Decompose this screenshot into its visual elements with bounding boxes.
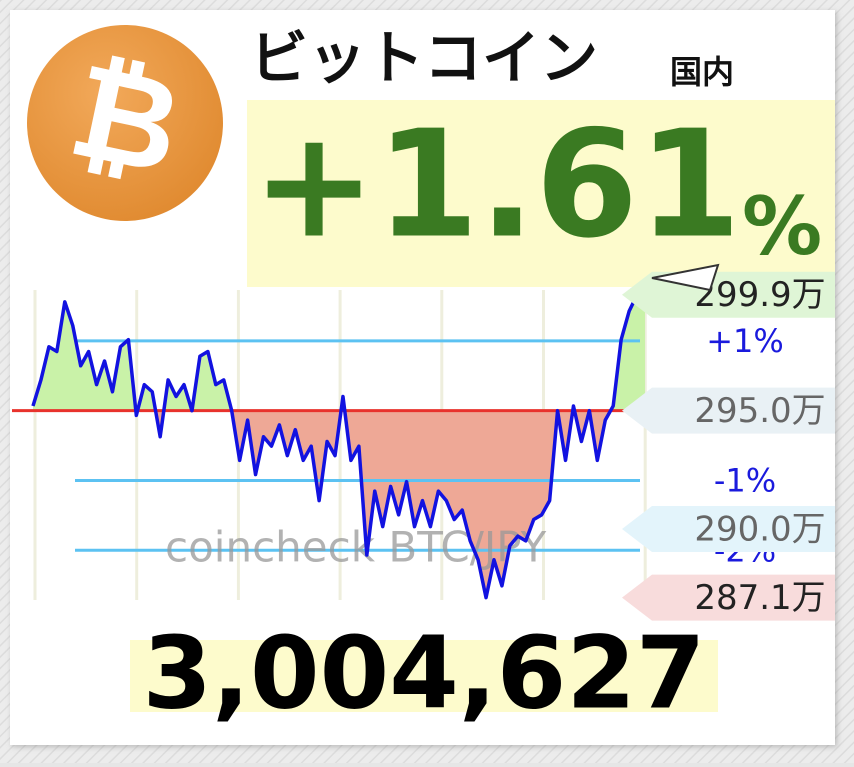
price: 3,004,627 — [142, 614, 705, 731]
change-value: +1.61 — [252, 99, 741, 271]
price-label-bg — [622, 506, 835, 553]
reference-label: +1% — [706, 322, 784, 360]
price-label: 290.0万 — [694, 510, 825, 550]
price-label-bg — [622, 387, 835, 434]
reference-label: -1% — [714, 461, 776, 499]
price-label: 299.9万 — [694, 275, 825, 315]
price-label-bg — [622, 574, 835, 621]
pointer — [651, 263, 720, 292]
price-box — [130, 640, 718, 712]
price-line — [31, 292, 645, 600]
region: 国内 — [670, 53, 734, 91]
bitcoin-logo — [27, 25, 223, 221]
title: ビットコイン — [250, 24, 598, 92]
area-above — [33, 294, 645, 411]
price-label: 287.1万 — [694, 578, 825, 618]
watermark: coincheck BTC/JPY — [165, 523, 547, 572]
change-unit: % — [742, 180, 822, 273]
change-box — [247, 100, 835, 287]
price-label: 295.0万 — [694, 391, 825, 431]
